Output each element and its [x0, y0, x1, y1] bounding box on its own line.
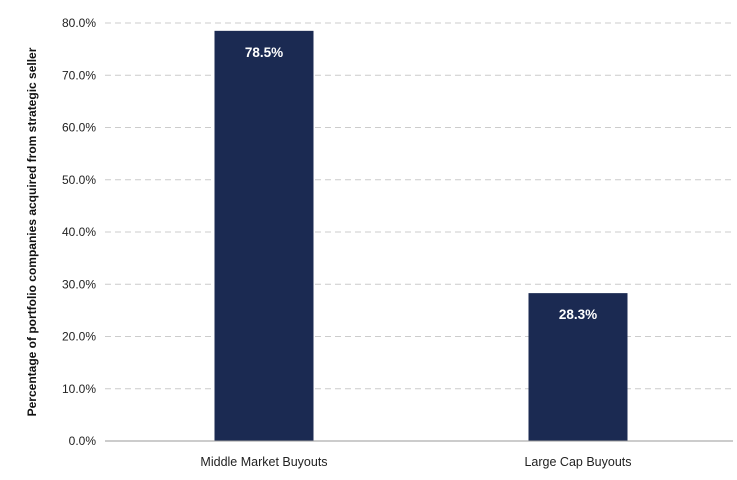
y-tick-label: 50.0% [62, 173, 96, 187]
y-tick-label: 30.0% [62, 277, 96, 291]
y-tick-label: 20.0% [62, 330, 96, 344]
x-category-labels: Middle Market Buyouts Large Cap Buyouts [200, 455, 631, 469]
x-category-label: Middle Market Buyouts [200, 455, 327, 469]
y-tick-label: 80.0% [62, 16, 96, 30]
y-tick-label: 70.0% [62, 68, 96, 82]
bar-value-label: 78.5% [245, 45, 283, 60]
gridlines [105, 22, 733, 390]
x-category-label: Large Cap Buyouts [524, 455, 631, 469]
y-tick-label: 60.0% [62, 121, 96, 135]
bars [214, 30, 628, 442]
bar-value-label: 28.3% [559, 307, 597, 322]
y-tick-label: 40.0% [62, 225, 96, 239]
bar [528, 293, 628, 441]
y-tick-labels: 0.0% 10.0% 20.0% 30.0% 40.0% 50.0% 60.0% 70.0% 8… [62, 16, 96, 448]
bar-data-labels: 78.5% 28.3% [245, 45, 597, 322]
y-tick-label: 0.0% [69, 434, 97, 448]
bar [214, 30, 314, 442]
y-axis-title: Percentage of portfolio companies acquir… [25, 47, 39, 416]
y-tick-label: 10.0% [62, 382, 96, 396]
